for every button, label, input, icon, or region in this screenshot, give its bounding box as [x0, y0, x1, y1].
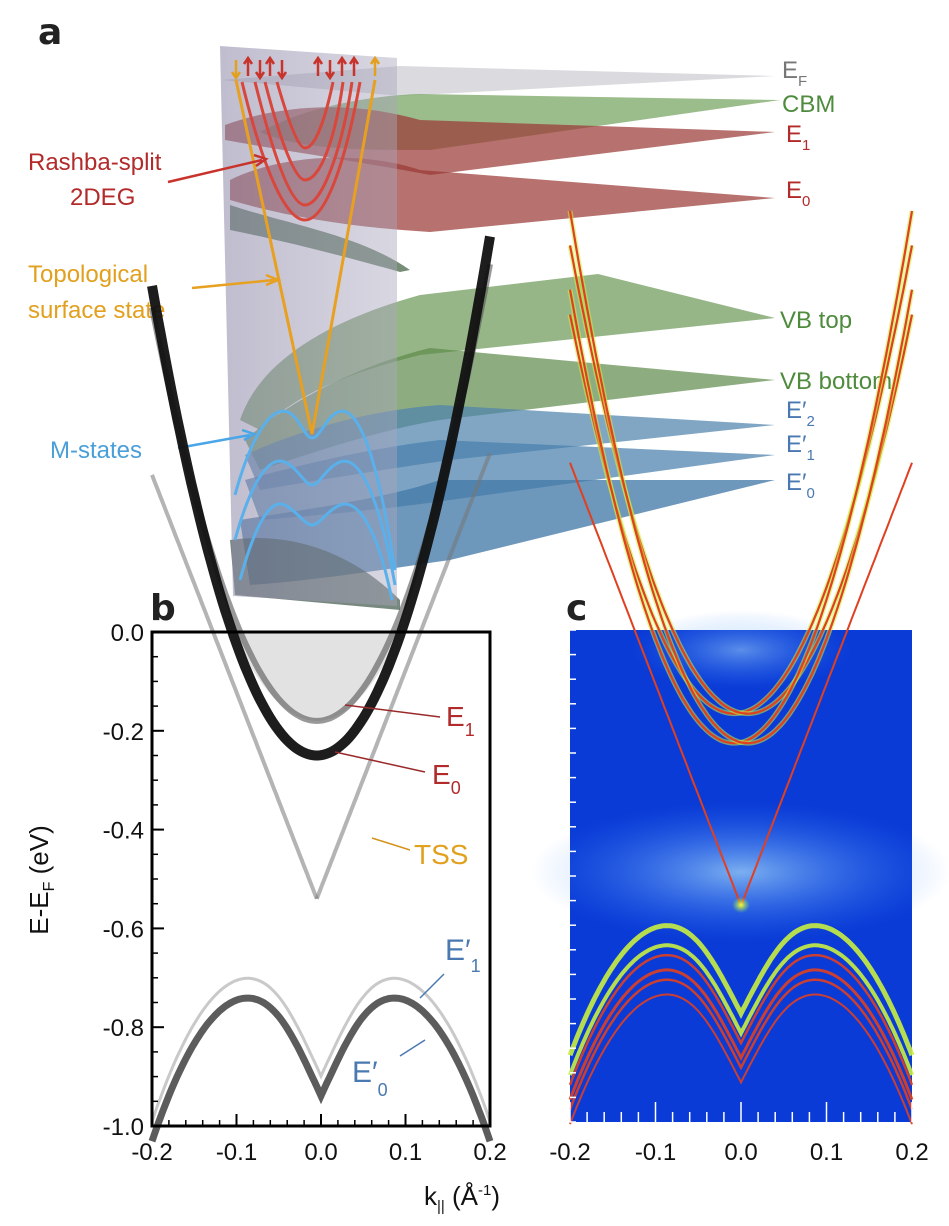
tss-label: Topological	[28, 261, 148, 288]
panel-c-dirac-point	[732, 897, 750, 913]
panel-b-ticks: 0.0-0.2-0.4-0.6-0.8-1.0-0.2 -0.1 0.0 0.1 0.2	[103, 620, 507, 1166]
x-axis-title: k|| (Å-1)	[424, 1181, 500, 1215]
level-e2-prime: E′2	[786, 397, 815, 430]
b-ytick-label: 0.0	[111, 620, 144, 647]
rashba-bands	[240, 81, 362, 222]
level-e0-prime: E′0	[786, 469, 815, 502]
c-xtick-label: 0.2	[895, 1139, 928, 1166]
mstates-label: M-states	[50, 437, 142, 464]
b-tss-label: TSS	[414, 839, 468, 870]
rashba-label-2: 2DEG	[70, 184, 135, 211]
panel-c-bands	[567, 210, 915, 1125]
b-xtick-label: -0.1	[216, 1139, 257, 1166]
mstates-arrow	[177, 428, 257, 450]
b-ytick-label: -0.6	[103, 916, 144, 943]
c-xtick-label: 0.1	[810, 1139, 843, 1166]
level-ef: EF	[782, 57, 807, 90]
level-e1: E1	[786, 121, 810, 154]
level-vb-top: VB top	[780, 307, 852, 334]
c-cb-band	[568, 210, 914, 745]
tss-cone	[234, 79, 377, 435]
c-xtick-label: -0.2	[549, 1139, 590, 1166]
level-cbm: CBM	[782, 91, 835, 118]
c-vb-band-3	[568, 968, 914, 1101]
b-band-e0	[147, 235, 495, 761]
level-e1-prime: E′1	[786, 431, 815, 464]
e1-leader	[344, 704, 441, 718]
panel-c-label: c	[566, 588, 587, 629]
y-axis-title: E-EF (eV)	[24, 825, 58, 934]
panel-c-ticks: -0.2 -0.1 0.0 0.1 0.2	[549, 629, 929, 1166]
b-xtick-label: 0.1	[389, 1139, 422, 1166]
b-xtick-label: -0.2	[131, 1139, 172, 1166]
c-vb-band-4	[568, 978, 914, 1110]
panel-a-label: a	[38, 12, 62, 53]
panel-b-plot: 0.0-0.2-0.4-0.6-0.8-1.0-0.2 -0.1 0.0 0.1 0.2	[103, 235, 507, 1166]
b-ep1-label: E′1	[445, 934, 481, 976]
c-xtick-label: -0.1	[635, 1139, 676, 1166]
b-e1-fill	[232, 632, 402, 721]
annotations-a: Rashba-split 2DEG Topological surface st…	[28, 149, 282, 464]
e0-leader	[334, 751, 426, 773]
b-xtick-label: 0.2	[473, 1139, 506, 1166]
tss-arrow	[191, 273, 282, 290]
b-ytick-label: -0.2	[103, 719, 144, 746]
b-e0-label: E0	[432, 759, 461, 798]
c-vb-band-2	[568, 953, 914, 1086]
annotations-b: E1 E0 TSS E′1 E′0	[334, 701, 481, 1100]
b-ytick-label: -0.4	[103, 818, 144, 845]
level-labels: EF CBM E1 E0 VB top VB bottom E′2 E′1 E′…	[780, 57, 892, 502]
rashba-arrow	[167, 153, 269, 184]
tss-label-2: surface state	[28, 297, 165, 324]
panel-c-glow	[531, 802, 949, 942]
spin-arrows	[230, 55, 381, 81]
m-state-bands	[233, 409, 397, 601]
panel-b-label: b	[150, 588, 176, 629]
b-band-tss-left	[150, 474, 319, 900]
b-band-m-state-1	[150, 976, 492, 1122]
ep1-leader	[419, 973, 445, 999]
b-ytick-label: -1.0	[103, 1114, 144, 1141]
b-ytick-label: -0.8	[103, 1015, 144, 1042]
b-ep0-label: E′0	[352, 1056, 388, 1100]
ep0-leader	[399, 1039, 426, 1057]
tss-leader	[371, 837, 411, 851]
c-vb-band-0	[567, 923, 915, 1057]
panel-b-bands	[147, 235, 495, 1143]
b-e1-label: E1	[446, 701, 475, 740]
c-vb-band-1	[568, 943, 914, 1076]
c-vb-band-5	[569, 993, 913, 1125]
level-e0: E0	[786, 177, 810, 210]
rashba-label: Rashba-split	[28, 149, 162, 176]
c-xtick-label: 0.0	[724, 1139, 757, 1166]
level-vb-bottom: VB bottom	[780, 368, 892, 395]
b-band-m-state-0	[148, 994, 494, 1143]
b-xtick-label: 0.0	[304, 1139, 337, 1166]
k-plane	[220, 46, 397, 606]
panel-c-plot: -0.2 -0.1 0.0 0.1 0.2	[531, 210, 949, 1166]
panel-c-top-glow	[631, 610, 851, 690]
b-band-tss-right	[314, 452, 492, 900]
panel-a-diagram	[220, 46, 780, 610]
